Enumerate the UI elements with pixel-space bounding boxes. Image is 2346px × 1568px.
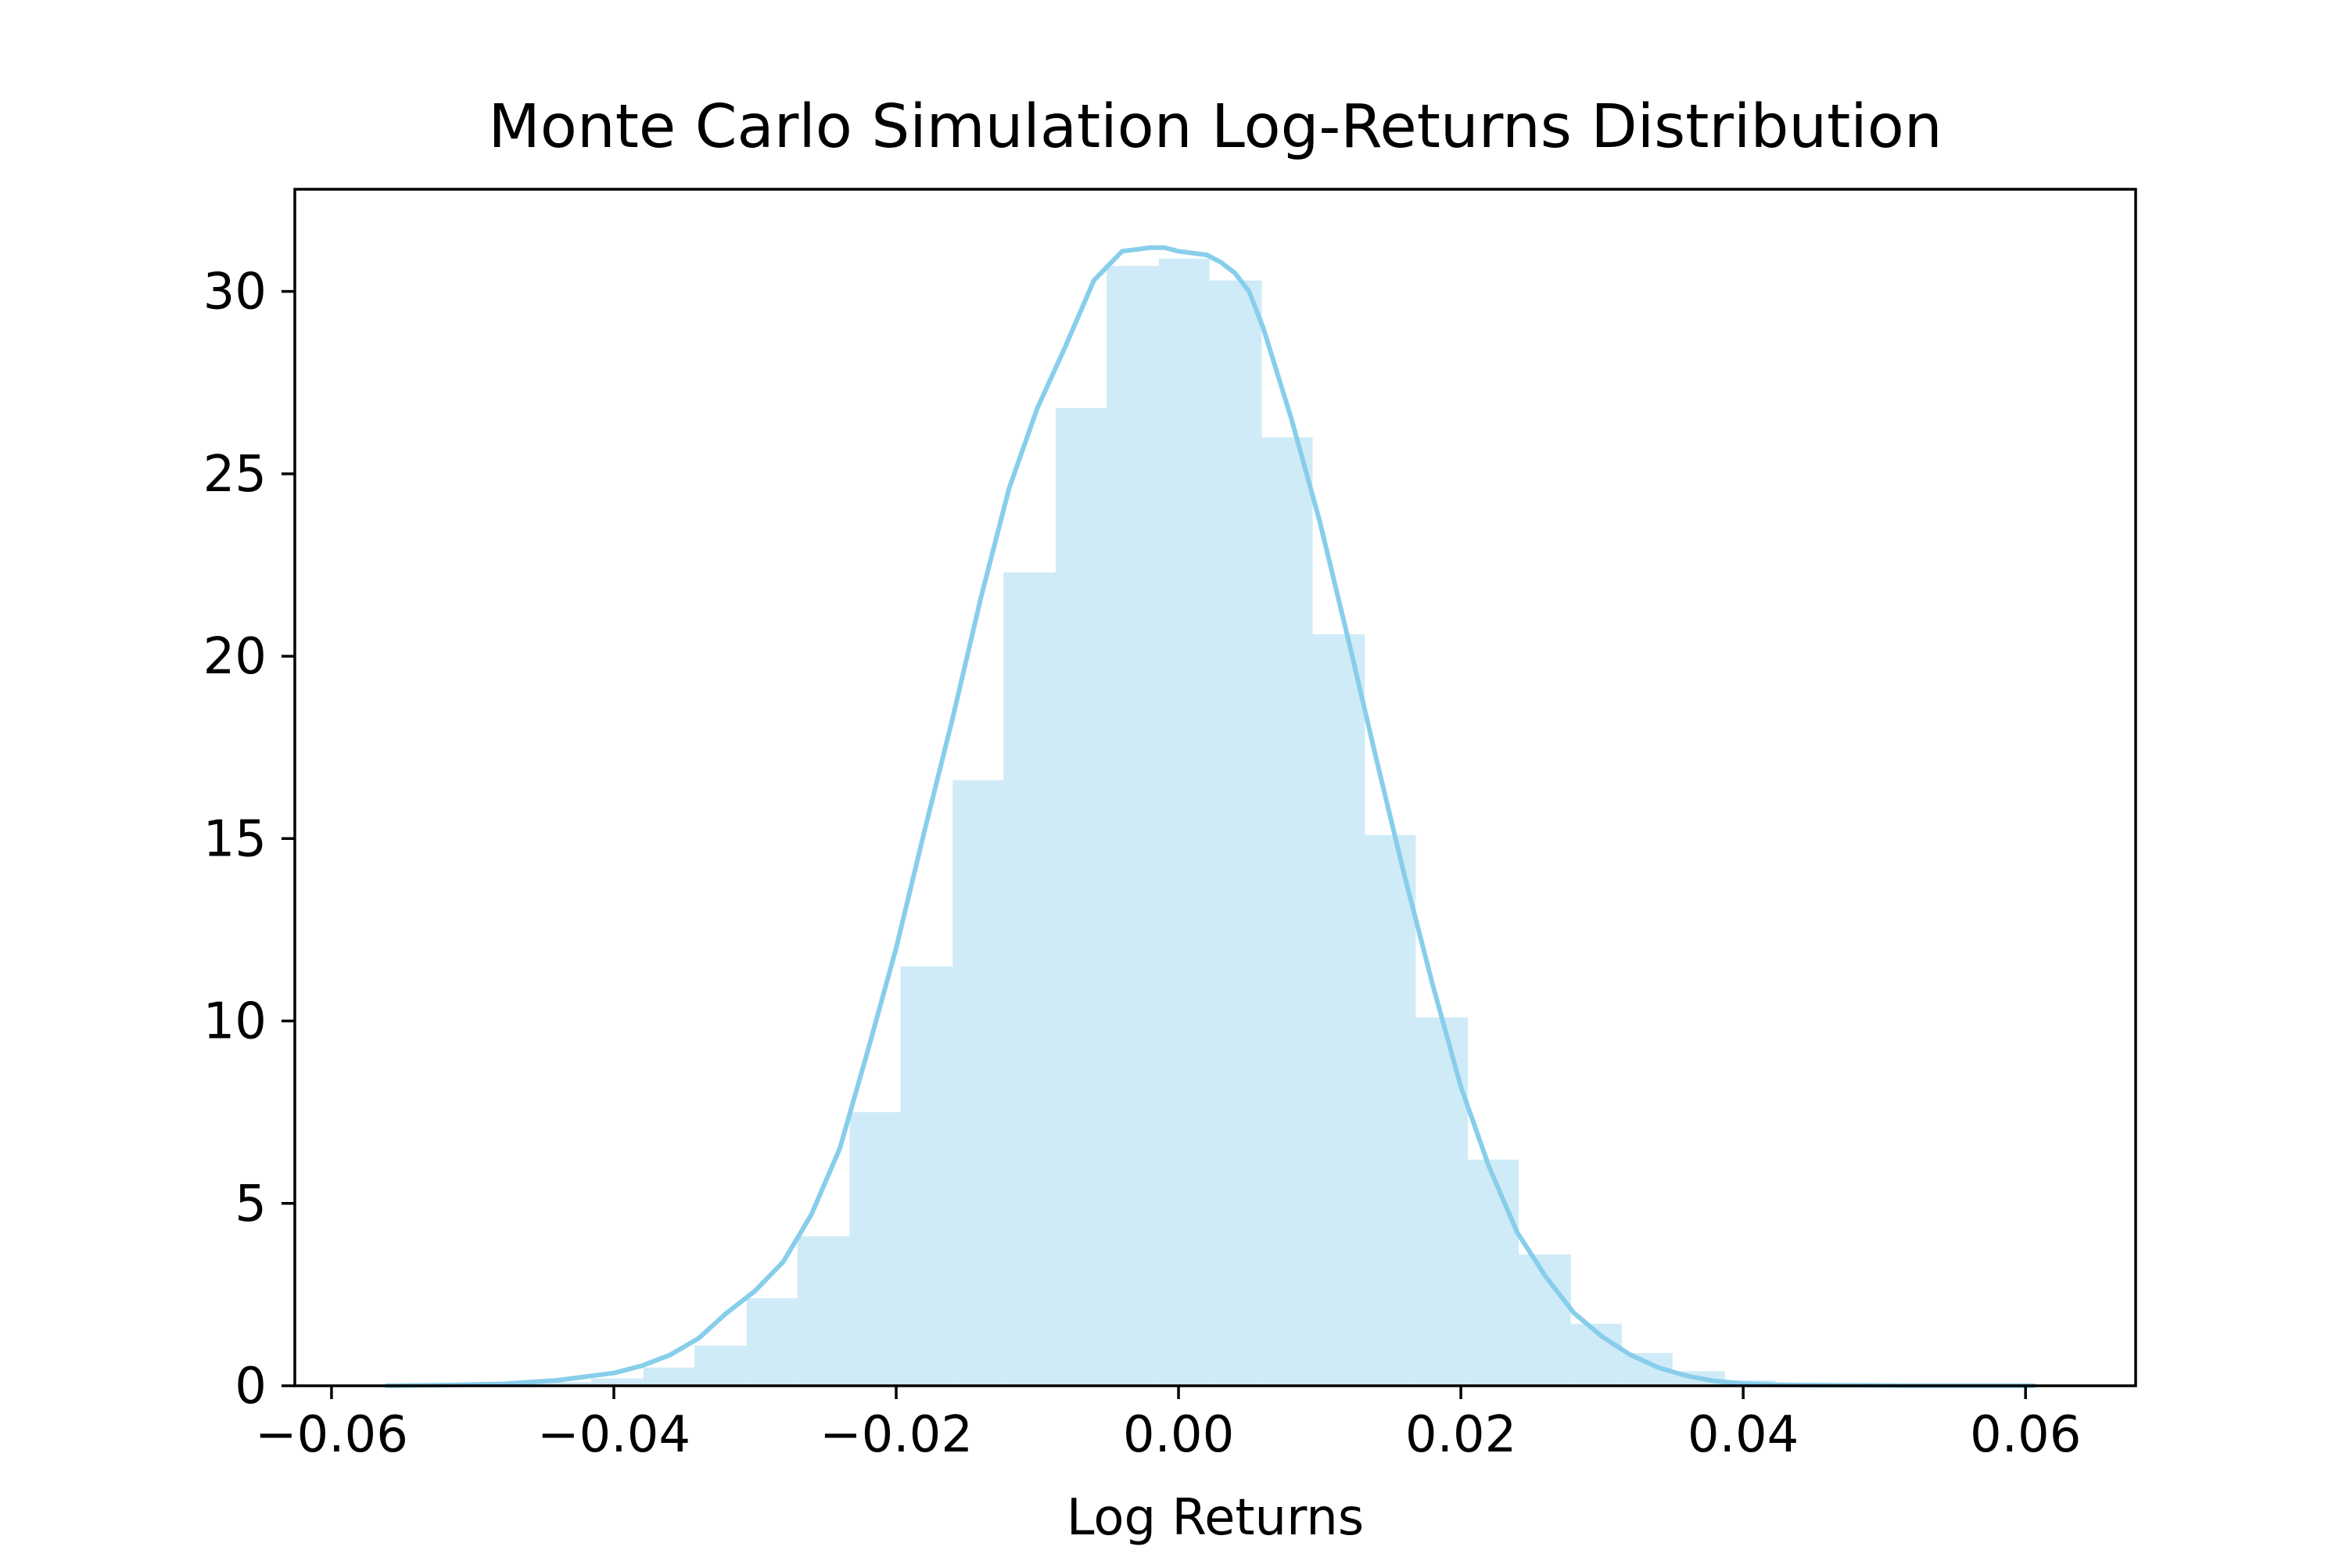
histogram-bar: [1415, 1017, 1468, 1386]
histogram-bar: [1159, 259, 1210, 1386]
x-tick-label: −0.02: [820, 1406, 973, 1464]
chart-title: Monte Carlo Simulation Log-Returns Distr…: [488, 92, 1942, 162]
histogram-bar: [952, 780, 1003, 1386]
histogram-bar: [798, 1236, 850, 1386]
x-axis-label: Log Returns: [1067, 1489, 1364, 1547]
x-tick-label: 0.00: [1123, 1406, 1235, 1464]
histogram-bar: [849, 1112, 900, 1386]
x-tick-label: −0.04: [537, 1406, 691, 1464]
y-tick-label: 0: [235, 1358, 267, 1416]
y-tick-label: 5: [235, 1175, 267, 1233]
x-tick-label: 0.06: [1970, 1406, 2082, 1464]
y-tick-label: 20: [203, 628, 267, 686]
histogram-bar: [1210, 281, 1262, 1386]
histogram-bar: [900, 967, 952, 1386]
y-tick-label: 15: [203, 810, 267, 868]
y-tick-label: 10: [203, 993, 267, 1051]
histogram-bar: [1107, 266, 1159, 1386]
histogram-bar: [1365, 835, 1415, 1386]
x-tick-label: −0.06: [255, 1406, 408, 1464]
y-tick-label: 30: [203, 264, 267, 321]
histogram-bar: [1056, 408, 1107, 1386]
y-tick-label: 25: [203, 446, 267, 504]
histogram-bar: [1262, 437, 1313, 1386]
histogram-bar: [1313, 634, 1365, 1386]
histogram-bar: [1003, 572, 1056, 1386]
histogram-bar: [644, 1368, 694, 1386]
histogram-bar: [694, 1346, 747, 1386]
x-tick-label: 0.02: [1405, 1406, 1517, 1464]
x-tick-label: 0.04: [1688, 1406, 1799, 1464]
histogram-bar: [1468, 1160, 1519, 1386]
histogram-bar: [747, 1298, 798, 1386]
